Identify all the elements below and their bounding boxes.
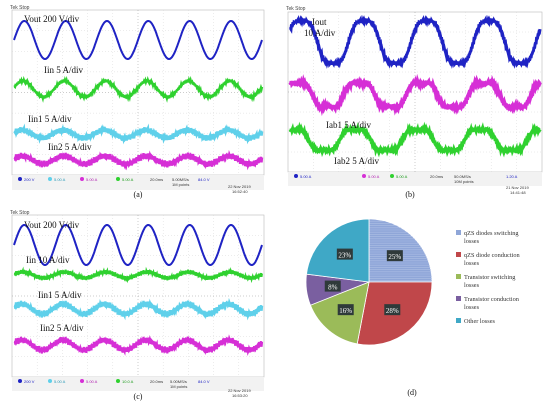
- trace-iin2: [13, 334, 264, 357]
- pie-label-box: [336, 248, 353, 260]
- caption-a: (a): [134, 190, 143, 199]
- trace-iin1: [13, 123, 264, 145]
- pie-data-label: 23%: [338, 252, 351, 260]
- trace-iout: [288, 14, 542, 69]
- scope-header-a: Tek Stop: [10, 5, 30, 11]
- legend-label: qZS diodes switching: [464, 230, 519, 237]
- label-iin: Iin 5 A/div: [44, 65, 84, 75]
- label-iin2: Iin2 5 A/div: [40, 323, 84, 333]
- pie-label-box: [324, 280, 341, 292]
- footer-ch1: 200 V: [24, 177, 35, 182]
- loss-pie-chart: 25%28%16%8%23% qZS diodes switchinglosse…: [305, 218, 520, 397]
- panel-d: 25% 28% 16% 8% 23% qZS diodes switching losse…: [280, 195, 548, 402]
- legend-label: Transistor conduction: [464, 296, 520, 303]
- panel-b: Tek Stop Iout 10 A/div Iab1 5 A/div Iab2…: [282, 0, 548, 200]
- trace-vout: [13, 224, 263, 266]
- pie-label-box: [337, 304, 354, 316]
- label-iab1: Iab1 5 A/div: [326, 120, 371, 130]
- label-iout: Iout: [312, 17, 327, 27]
- legend-label: losses: [464, 238, 480, 245]
- footer-clock: 16:53:20: [232, 393, 248, 398]
- footer-time: 20.0ms: [430, 174, 443, 179]
- panel-c: Tek Stop Vout 200 V/div Iin 10 A/div Iin…: [0, 205, 272, 402]
- footer-trig: 84.0 V: [198, 177, 210, 182]
- trace-iin: [13, 75, 264, 103]
- pie-data-label: 25%: [388, 253, 401, 261]
- footer-clock: 14:41:48: [510, 190, 526, 195]
- legend-label: losses: [464, 304, 480, 311]
- legend-swatch: [456, 252, 461, 257]
- label-iin2: Iin2 5 A/div: [48, 142, 92, 152]
- pie-data-label: 8%: [328, 284, 338, 292]
- pie: 25% 28% 16% 8% 23%: [305, 218, 433, 346]
- label-iin1: Iin1 5 A/div: [28, 114, 72, 124]
- caption-c: (c): [134, 392, 143, 401]
- footer-ch2: 5.00 A: [54, 379, 66, 384]
- label-iin: Iin 10 A/div: [26, 255, 70, 265]
- footer-ch3: 5.00 A: [86, 379, 98, 384]
- trace-vout: [13, 20, 263, 60]
- footer-date: 22 Nov 2019: [228, 184, 251, 189]
- footer-ch3: 5.00 A: [86, 177, 98, 182]
- panel-a: Tek Stop Vout 200 V/div Iin 5 A/div Iin1…: [0, 0, 272, 200]
- footer-ch2: 5.00 A: [54, 177, 66, 182]
- trace-iab1: [288, 73, 542, 117]
- legend-swatch: [456, 274, 461, 279]
- footer-points: 10M points: [454, 179, 474, 184]
- footer-points: 1M points: [170, 384, 187, 389]
- legend-label: Transistor switching: [464, 274, 516, 281]
- trace-iab2: [288, 121, 542, 158]
- footer-clock: 16:52:40: [232, 189, 248, 194]
- footer-rate: 50.0MS/s: [454, 174, 471, 179]
- footer-ch2: 5.00 A: [368, 174, 380, 179]
- footer-trig: 84.0 V: [198, 379, 210, 384]
- footer-ch4: 5.00 A: [122, 177, 134, 182]
- footer-ch1: 5.00 A: [300, 174, 312, 179]
- pie-label-box: [384, 304, 401, 316]
- trace-iin2: [13, 149, 264, 171]
- legend-swatch: [456, 318, 461, 323]
- footer-time: 20.0ms: [150, 379, 163, 384]
- trace-iin1: [13, 297, 264, 321]
- scope-header-c: Tek Stop: [10, 210, 30, 216]
- label-iin1: Iin1 5 A/div: [38, 290, 82, 300]
- pie-data-label: 28%: [386, 307, 399, 315]
- footer-rate: 5.00MS/s: [172, 177, 189, 182]
- label-iout-scale: 10 A/div: [304, 28, 336, 38]
- legend-label: Other losses: [464, 318, 496, 325]
- pie-label-box: [386, 250, 403, 262]
- scope-screen-a: Tek Stop Vout 200 V/div Iin 5 A/div Iin1…: [10, 5, 265, 199]
- label-iab2: Iab2 5 A/div: [334, 156, 379, 166]
- footer-points: 1M points: [172, 182, 189, 187]
- scope-header-b: Tek Stop: [286, 6, 306, 12]
- pie-data-label: 16%: [339, 307, 352, 315]
- scope-screen-c: Tek Stop Vout 200 V/div Iin 10 A/div Iin…: [10, 210, 265, 401]
- footer-trig: 1.20 A: [506, 174, 518, 179]
- footer-ch3: 5.00 A: [396, 174, 408, 179]
- footer-ch4: 10.0 A: [122, 379, 134, 384]
- legend-label: losses: [464, 260, 480, 267]
- footer-rate: 5.00MS/s: [170, 379, 187, 384]
- caption-b: (b): [405, 190, 415, 199]
- footer-date: 22 Nov 2019: [228, 388, 251, 393]
- legend-label: losses: [464, 282, 480, 289]
- label-vout: Vout 200 V/div: [24, 14, 80, 24]
- footer-ch1: 200 V: [24, 379, 35, 384]
- trace-iin: [13, 266, 263, 284]
- legend-label: qZS diode conduction: [464, 252, 520, 259]
- legend-swatch: [456, 230, 461, 235]
- caption-d: (d): [407, 388, 417, 397]
- footer-time: 20.0ms: [150, 177, 163, 182]
- scope-screen-b: Tek Stop Iout 10 A/div Iab1 5 A/div Iab2…: [286, 6, 543, 199]
- legend-swatch: [456, 296, 461, 301]
- footer-date: 21 Nov 2019: [506, 185, 529, 190]
- label-vout: Vout 200 V/div: [24, 220, 80, 230]
